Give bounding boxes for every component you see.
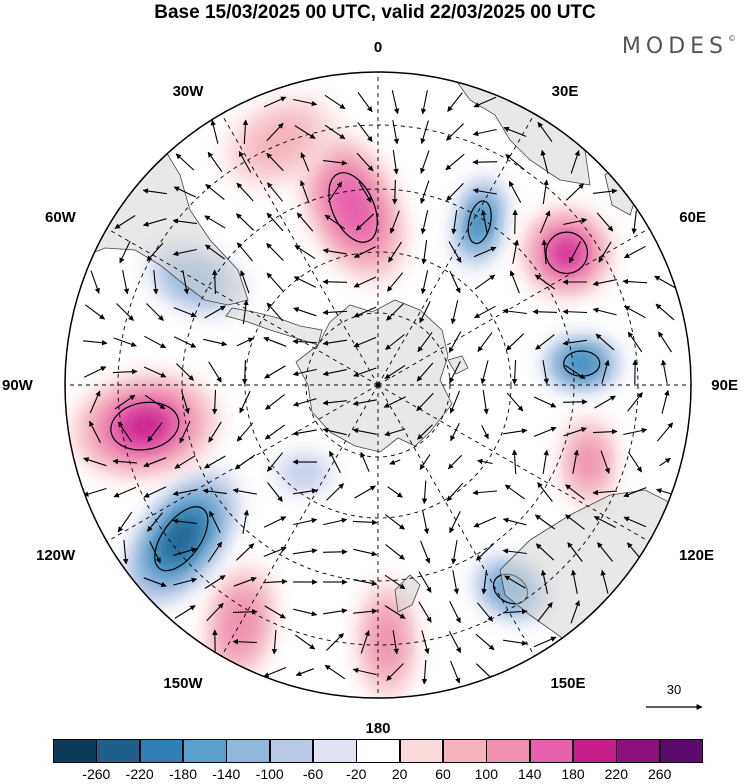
colorbar-tick-label: -140 — [212, 766, 240, 782]
colorbar-tick-label: -220 — [126, 766, 154, 782]
anomaly-contour-fill — [575, 440, 601, 483]
colorbar-segment — [53, 739, 97, 763]
colorbar-tick-label: -260 — [82, 766, 110, 782]
colorbar — [53, 739, 703, 763]
anomaly-blob — [561, 416, 617, 508]
wind-reference-vector: 30 — [646, 682, 702, 707]
wind-arrow — [515, 210, 516, 234]
colorbar-tick-label: 20 — [392, 766, 408, 782]
colorbar-tick-labels: -260 -220 -180 -140 -100 -60 -20 20 60 100 140 180 2… — [0, 766, 750, 784]
anomaly-contour-fill — [554, 240, 579, 265]
colorbar-segment — [313, 739, 357, 763]
lon-label-60w: 60W — [45, 209, 77, 226]
lon-label-120w: 120W — [36, 547, 76, 564]
colorbar-segment — [486, 739, 530, 763]
wind-arrow — [323, 282, 347, 283]
colorbar-tick-label: 60 — [435, 766, 451, 782]
lon-label-90e: 90E — [711, 377, 738, 394]
wind-arrow — [473, 162, 497, 163]
lon-label-150w: 150W — [163, 675, 203, 692]
lon-label-0: 0 — [374, 39, 382, 56]
anomaly-contour-fill — [699, 256, 750, 316]
colorbar-tick-label: 100 — [475, 766, 498, 782]
colorbar-segment — [443, 739, 487, 763]
colorbar-tick-label: -100 — [256, 766, 284, 782]
colorbar-tick-label: 260 — [648, 766, 671, 782]
lon-label-90w: 90W — [2, 377, 34, 394]
colorbar-segment — [270, 739, 314, 763]
polar-map: 0 30E 60E 90E 120E 150E 180 150W 120W 90… — [0, 0, 750, 735]
wind-arrow — [563, 402, 587, 403]
lon-label-180: 180 — [365, 720, 390, 735]
lon-label-150e: 150E — [550, 675, 585, 692]
lon-label-120e: 120E — [679, 547, 714, 564]
south-pole-marker — [376, 383, 380, 387]
anomaly-contour-fill — [719, 268, 750, 304]
colorbar-segment — [226, 739, 270, 763]
colorbar-segment — [400, 739, 444, 763]
colorbar-segment — [616, 739, 660, 763]
anomaly-blob — [521, 207, 613, 299]
lon-label-30w: 30W — [173, 83, 205, 100]
colorbar-segment — [140, 739, 184, 763]
colorbar-segment — [573, 739, 617, 763]
anomaly-contour-fill — [373, 612, 401, 670]
colorbar-segment — [530, 739, 574, 763]
colorbar-segment — [660, 739, 704, 763]
wind-reference-label: 30 — [667, 682, 681, 697]
colorbar-tick-label: -180 — [169, 766, 197, 782]
colorbar-segment — [183, 739, 227, 763]
anomaly-blob — [699, 256, 750, 316]
colorbar-tick-label: 180 — [561, 766, 584, 782]
colorbar-tick-label: 220 — [605, 766, 628, 782]
colorbar-tick-label: -20 — [346, 766, 366, 782]
colorbar-segment — [96, 739, 140, 763]
anomaly-blob — [274, 451, 334, 495]
wind-arrow — [323, 552, 347, 553]
lon-label-60e: 60E — [679, 209, 706, 226]
colorbar-segment — [356, 739, 400, 763]
colorbar-tick-label: -60 — [303, 766, 323, 782]
lon-label-30e: 30E — [552, 83, 579, 100]
colorbar-tick-label: 140 — [518, 766, 541, 782]
anomaly-contour-fill — [286, 460, 322, 486]
anomaly-blob — [542, 336, 622, 392]
